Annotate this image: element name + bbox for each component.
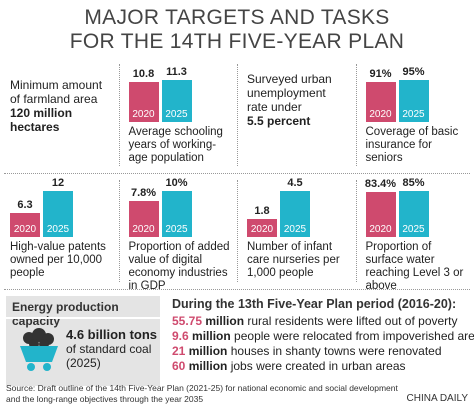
- bar: [365, 191, 396, 237]
- source: Source: Draft outline of the 14th Five-Y…: [6, 383, 398, 404]
- bar-year: 2025: [165, 224, 188, 235]
- value-label: 4.5: [287, 177, 303, 189]
- value-label: 83.4%: [364, 177, 397, 190]
- title-line: MAJOR TARGETS AND TASKS: [84, 6, 390, 29]
- value-label: 6.3: [17, 198, 33, 211]
- separator: [118, 180, 120, 282]
- bar: [161, 191, 192, 237]
- bar-year: 2020: [369, 109, 392, 120]
- achievement-text: houses in shanty towns were renovated: [230, 344, 442, 358]
- bar: [161, 80, 192, 122]
- title: MAJOR TARGETS AND TASKS FOR THE 14TH FIV…: [0, 6, 474, 54]
- separator: [4, 173, 470, 174]
- achievement-unit: million: [188, 359, 228, 373]
- bar-year: 2025: [402, 109, 425, 120]
- separator: [4, 289, 470, 290]
- bar: [398, 191, 429, 237]
- bar: [280, 191, 310, 237]
- target-label: Minimum amount of farmland area: [10, 78, 103, 106]
- bar: [247, 218, 277, 237]
- value-label: 91%: [369, 67, 392, 80]
- achievement: 9.6 million people were relocated from i…: [172, 329, 474, 343]
- target-caption: Proportion of surface water reaching Lev…: [365, 241, 464, 292]
- title-line: FOR THE 14TH FIVE-YEAR PLAN: [69, 30, 405, 53]
- achievement-figure: 21: [172, 344, 186, 358]
- achievement-figure: 60: [172, 359, 186, 373]
- value-label: 10%: [165, 177, 188, 189]
- value-label: 1.8: [254, 204, 270, 217]
- value-label: 85%: [402, 177, 425, 189]
- credit: CHINA DAILY: [406, 393, 469, 404]
- achievement-unit: million: [205, 314, 245, 328]
- achievement: 55.75 million rural residents were lifte…: [172, 314, 474, 328]
- bar-year: 2020: [13, 224, 37, 235]
- value-label: 11.3: [166, 66, 187, 78]
- energy-detail: of standard coal (2025): [66, 342, 152, 370]
- separator: [355, 64, 357, 166]
- bar-year: 2020: [369, 224, 392, 235]
- achievement-text: jobs were created in urban areas: [230, 359, 406, 373]
- target-text: Surveyed urban unemployment rate under 5.…: [247, 72, 350, 128]
- target-caption: Coverage of basic insurance for seniors: [365, 126, 459, 164]
- value-label: 10.8: [132, 67, 155, 80]
- target-text: Minimum amount of farmland area 120 milli…: [10, 78, 113, 134]
- bar: [128, 81, 159, 122]
- bar: [128, 201, 159, 237]
- energy-amount: 4.6 billion tons: [66, 327, 158, 342]
- bar-year: 2020: [250, 224, 274, 235]
- separator: [237, 64, 238, 166]
- separator: [118, 64, 120, 166]
- achievement: 21 million houses in shanty towns were r…: [172, 344, 474, 358]
- separator: [237, 180, 238, 282]
- achievement-figure: 9.6: [172, 329, 189, 343]
- achievement-unit: million: [192, 329, 231, 343]
- divider: [6, 317, 160, 319]
- value-label: 7.8%: [130, 187, 157, 200]
- achievement-figure: 55.75: [172, 314, 203, 328]
- achievement-text: people were relocated from impoverished …: [234, 329, 474, 343]
- bar-year: 2025: [402, 224, 425, 235]
- achievement-text: rural residents were lifted out of pover…: [247, 314, 458, 328]
- bar: [43, 191, 73, 237]
- bar: [10, 212, 40, 237]
- target-caption: Proportion of added value of digital eco…: [128, 241, 230, 292]
- target-caption: High-value patents owned per 10,000 peop…: [10, 241, 106, 279]
- achievements-list: 55.75 million rural residents were lifte…: [172, 314, 474, 374]
- bar-year: 2025: [283, 224, 307, 235]
- coal-cart-icon: [20, 328, 58, 371]
- target-figure: 120 million hectares: [10, 106, 73, 134]
- value-label: 95%: [402, 66, 425, 78]
- bar-year: 2020: [132, 109, 155, 120]
- target-caption: Number of infant care nurseries per 1,00…: [247, 241, 340, 279]
- target-caption: Average schooling years of working-age p…: [128, 126, 223, 164]
- achievement-unit: million: [188, 344, 228, 358]
- bar: [398, 80, 429, 122]
- bar-year: 2025: [46, 224, 70, 235]
- achievements-title: During the 13th Five-Year Plan period (2…: [172, 297, 457, 311]
- bar-year: 2025: [165, 109, 188, 120]
- target-label: Surveyed urban unemployment rate under: [247, 72, 332, 114]
- separator: [355, 180, 357, 282]
- achievement: 60 million jobs were created in urban ar…: [172, 359, 474, 373]
- energy-box: Energy production capacity 4.6 billion t…: [6, 296, 160, 386]
- target-figure: 5.5 percent: [247, 114, 311, 128]
- bar-year: 2020: [132, 224, 155, 235]
- bar: [365, 81, 396, 122]
- value-label: 12: [51, 177, 65, 189]
